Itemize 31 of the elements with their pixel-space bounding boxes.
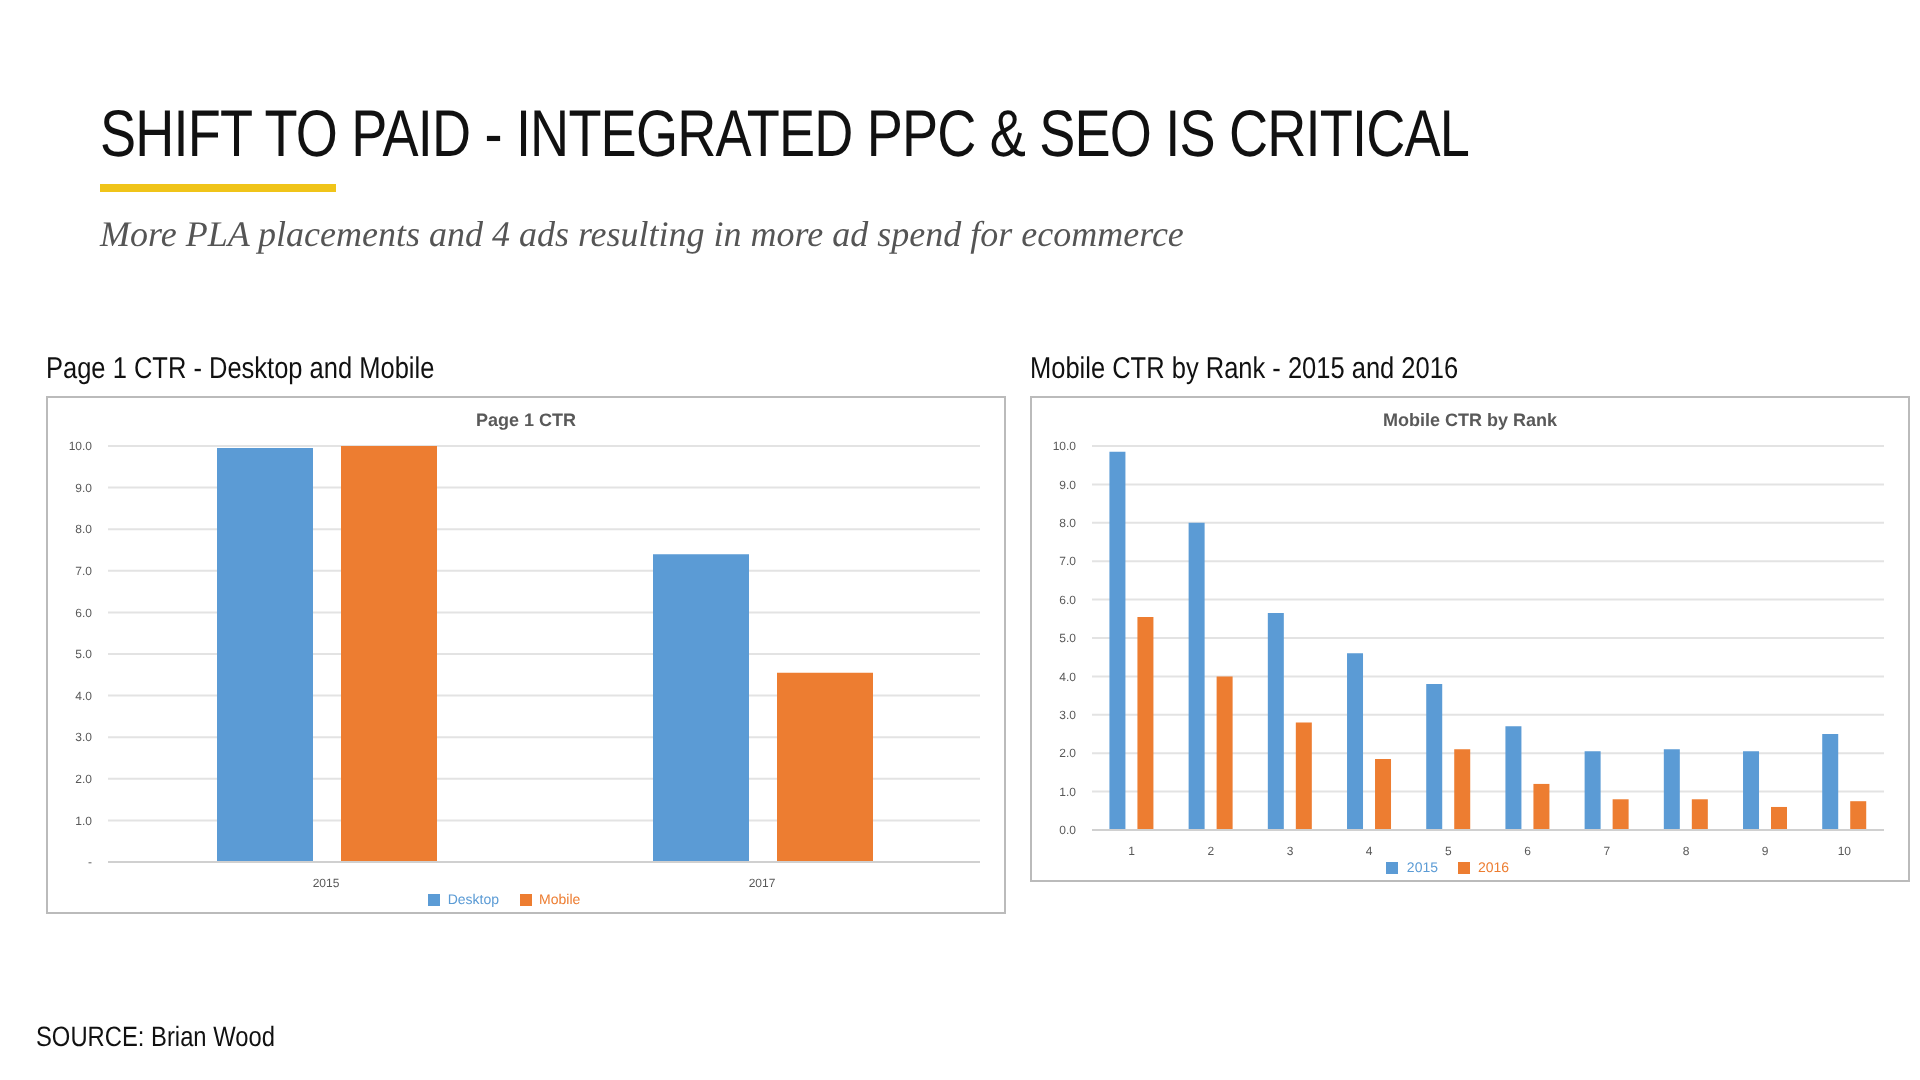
bar bbox=[1612, 799, 1629, 830]
bar bbox=[1850, 801, 1867, 830]
bar bbox=[1267, 613, 1284, 830]
bar bbox=[217, 448, 313, 862]
bar bbox=[1375, 758, 1392, 830]
bar bbox=[1663, 749, 1680, 830]
source-note: SOURCE: Brian Wood bbox=[36, 1020, 275, 1052]
bar bbox=[1295, 722, 1312, 830]
chart-subtitle: Page 1 CTR - Desktop and Mobile bbox=[46, 352, 437, 390]
bar bbox=[777, 672, 873, 862]
bar bbox=[1216, 676, 1233, 830]
bar bbox=[1454, 749, 1471, 830]
bar bbox=[1505, 726, 1522, 830]
bar bbox=[1533, 783, 1550, 830]
bar bbox=[1822, 734, 1839, 830]
bar bbox=[1426, 684, 1443, 830]
bar bbox=[1188, 522, 1205, 830]
bar bbox=[1743, 751, 1760, 830]
bar bbox=[1771, 806, 1788, 830]
bar bbox=[1137, 616, 1154, 830]
bar bbox=[1691, 799, 1708, 830]
chart-title: Mobile CTR by Rank bbox=[1380, 408, 1559, 434]
bar bbox=[1347, 653, 1364, 830]
text: More PLA placements and 4 ads resulting in more ad spend for ecommerce bbox=[100, 214, 1184, 256]
bar bbox=[653, 554, 749, 862]
text: SHIFT TO PAID - INTEGRATED PPC & SEO IS CRITICAL bbox=[100, 96, 1470, 172]
bar bbox=[341, 446, 437, 862]
chart-subtitle: Mobile CTR by Rank - 2015 and 2016 bbox=[1030, 352, 1461, 390]
chart-title: Page 1 CTR bbox=[473, 408, 578, 434]
bar bbox=[1584, 751, 1601, 830]
bar bbox=[1109, 451, 1126, 830]
